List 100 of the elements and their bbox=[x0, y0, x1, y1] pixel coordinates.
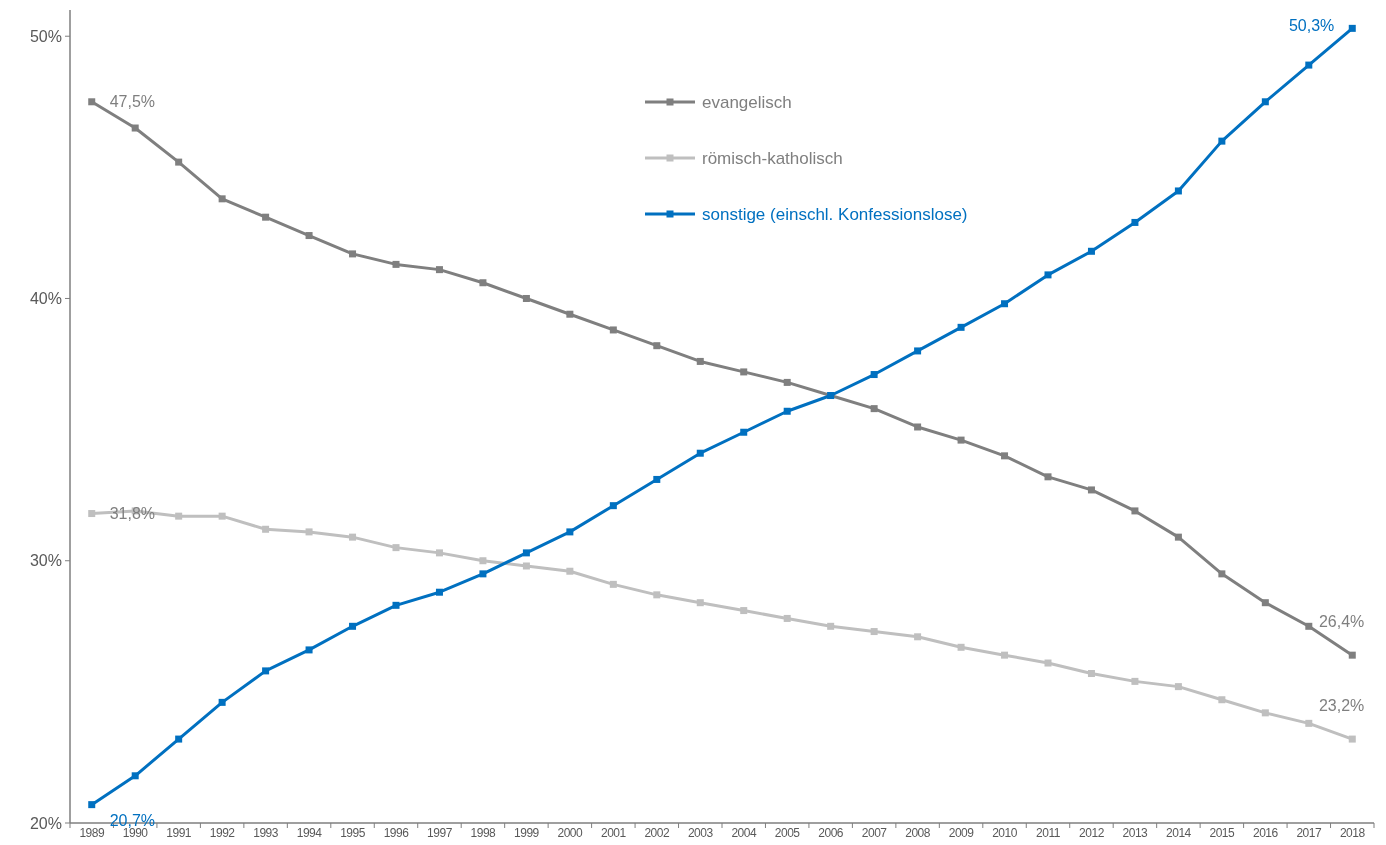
x-tick-label: 1991 bbox=[166, 826, 192, 840]
point bbox=[218, 698, 226, 706]
point bbox=[349, 250, 357, 258]
x-tick-label: 2013 bbox=[1122, 826, 1149, 840]
point bbox=[609, 580, 617, 588]
y-tick-label: 20% bbox=[29, 814, 62, 832]
point bbox=[609, 326, 617, 334]
point bbox=[1348, 651, 1356, 659]
point bbox=[175, 158, 183, 166]
point bbox=[305, 232, 313, 240]
point bbox=[696, 357, 704, 365]
point bbox=[1044, 473, 1052, 481]
point bbox=[392, 260, 400, 268]
point bbox=[479, 557, 487, 565]
point bbox=[131, 124, 139, 132]
point bbox=[740, 428, 748, 436]
legend-label: sonstige (einschl. Konfessionslose) bbox=[702, 204, 968, 224]
point bbox=[1261, 98, 1269, 106]
point bbox=[653, 591, 661, 599]
point bbox=[653, 475, 661, 483]
point bbox=[957, 436, 965, 444]
x-tick-label: 1999 bbox=[514, 826, 540, 840]
point bbox=[1305, 719, 1313, 727]
point bbox=[522, 562, 530, 570]
point bbox=[1044, 271, 1052, 279]
data-label: 47,5% bbox=[109, 93, 156, 111]
point bbox=[1131, 677, 1139, 685]
point bbox=[1305, 622, 1313, 630]
point bbox=[1087, 670, 1095, 678]
point bbox=[218, 195, 226, 203]
x-tick-label: 2010 bbox=[992, 826, 1018, 840]
point bbox=[566, 567, 574, 575]
point bbox=[262, 525, 270, 533]
point bbox=[479, 570, 487, 578]
point bbox=[1305, 61, 1313, 69]
x-tick-label: 1989 bbox=[79, 826, 105, 840]
x-tick-label: 2011 bbox=[1036, 826, 1061, 840]
point bbox=[392, 601, 400, 609]
y-tick-label: 40% bbox=[29, 290, 62, 308]
legend-label: evangelisch bbox=[702, 92, 792, 112]
x-tick-label: 2017 bbox=[1296, 826, 1322, 840]
data-label: 20,7% bbox=[109, 811, 156, 829]
point bbox=[262, 213, 270, 221]
point bbox=[435, 549, 443, 557]
data-label: 26,4% bbox=[1318, 612, 1365, 630]
point bbox=[957, 643, 965, 651]
point bbox=[914, 347, 922, 355]
x-tick-label: 2006 bbox=[818, 826, 844, 840]
point bbox=[1218, 696, 1226, 704]
x-tick-label: 2003 bbox=[687, 826, 714, 840]
point bbox=[1218, 570, 1226, 578]
x-tick-label: 2018 bbox=[1339, 826, 1366, 840]
x-tick-label: 1998 bbox=[470, 826, 497, 840]
point bbox=[1001, 300, 1009, 308]
point bbox=[218, 512, 226, 520]
x-tick-label: 2008 bbox=[905, 826, 931, 840]
point bbox=[1131, 218, 1139, 226]
x-tick-label: 1992 bbox=[209, 826, 236, 840]
point bbox=[349, 533, 357, 541]
point bbox=[175, 735, 183, 743]
x-tick-label: 2016 bbox=[1252, 826, 1279, 840]
x-tick-label: 1997 bbox=[427, 826, 453, 840]
point bbox=[1131, 507, 1139, 515]
point bbox=[870, 405, 878, 413]
point bbox=[783, 378, 791, 386]
point bbox=[522, 294, 530, 302]
point bbox=[740, 368, 748, 376]
point bbox=[88, 98, 96, 106]
point bbox=[88, 801, 96, 809]
x-tick-label: 1995 bbox=[340, 826, 366, 840]
point bbox=[1044, 659, 1052, 667]
point bbox=[914, 423, 922, 431]
point bbox=[131, 772, 139, 780]
point bbox=[566, 310, 574, 318]
point bbox=[696, 599, 704, 607]
point bbox=[870, 628, 878, 636]
x-tick-label: 2015 bbox=[1209, 826, 1236, 840]
point bbox=[957, 323, 965, 331]
data-label: 23,2% bbox=[1318, 696, 1365, 714]
x-tick-label: 2009 bbox=[948, 826, 975, 840]
point bbox=[175, 512, 183, 520]
point bbox=[566, 528, 574, 536]
point bbox=[522, 549, 530, 557]
x-tick-label: 1993 bbox=[253, 826, 279, 840]
y-tick-label: 50% bbox=[29, 27, 62, 45]
point bbox=[262, 667, 270, 675]
point bbox=[653, 342, 661, 350]
point bbox=[1174, 187, 1182, 195]
point bbox=[88, 510, 96, 518]
x-tick-label: 1990 bbox=[122, 826, 149, 840]
y-tick-label: 30% bbox=[29, 552, 62, 570]
point bbox=[435, 266, 443, 274]
x-tick-label: 1996 bbox=[383, 826, 410, 840]
point bbox=[1348, 735, 1356, 743]
point bbox=[696, 449, 704, 457]
point bbox=[392, 544, 400, 552]
data-label: 50,3% bbox=[1288, 16, 1335, 34]
x-tick-label: 2005 bbox=[774, 826, 801, 840]
point bbox=[783, 614, 791, 622]
point bbox=[1218, 137, 1226, 145]
